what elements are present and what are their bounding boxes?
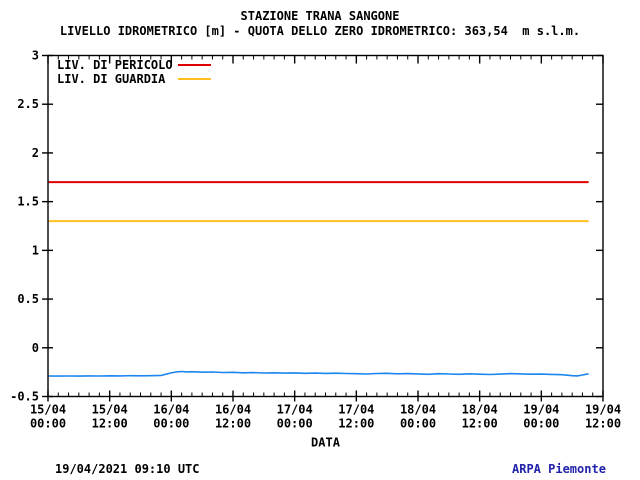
y-tick-label: 1.5 <box>17 195 39 209</box>
y-tick-label: 0 <box>32 341 39 355</box>
x-tick-time: 00:00 <box>30 417 66 431</box>
x-tick-date: 16/04 <box>215 403 251 417</box>
x-tick-time: 12:00 <box>462 417 498 431</box>
legend-label-warning: LIV. DI GUARDIA <box>57 72 166 86</box>
agency-credit: ARPA Piemonte <box>512 462 606 476</box>
chart-title: STAZIONE TRANA SANGONE <box>240 9 400 23</box>
x-tick-date: 19/04 <box>523 403 559 417</box>
x-tick-time: 12:00 <box>92 417 128 431</box>
y-tick-label: 2 <box>32 146 39 160</box>
y-tick-label: 0.5 <box>17 292 39 306</box>
x-tick-time: 12:00 <box>338 417 374 431</box>
legend-label-danger: LIV. DI PERICOLO <box>57 58 173 72</box>
y-tick-label: -0.5 <box>10 390 39 404</box>
legend-line-warning <box>178 78 211 80</box>
water-level-line <box>47 370 589 377</box>
y-tick-label: 1 <box>32 243 39 257</box>
x-tick-time: 12:00 <box>215 417 251 431</box>
x-tick-time: 00:00 <box>400 417 436 431</box>
legend-line-danger <box>178 64 211 66</box>
x-tick-date: 15/04 <box>92 403 128 417</box>
x-tick-date: 17/04 <box>338 403 374 417</box>
x-tick-date: 15/04 <box>30 403 66 417</box>
x-tick-date: 17/04 <box>277 403 313 417</box>
x-axis-label: DATA <box>311 436 341 450</box>
chart-subtitle: LIVELLO IDROMETRICO [m] - QUOTA DELLO ZE… <box>59 24 581 38</box>
plot-border <box>47 54 604 398</box>
x-tick-time: 00:00 <box>277 417 313 431</box>
x-tick-time: 00:00 <box>153 417 189 431</box>
x-tick-date: 18/04 <box>400 403 436 417</box>
x-tick-time: 00:00 <box>523 417 559 431</box>
generation-timestamp: 19/04/2021 09:10 UTC <box>55 462 200 476</box>
x-tick-time: 12:00 <box>585 417 621 431</box>
x-tick-date: 19/04 <box>585 403 621 417</box>
x-tick-date: 18/04 <box>462 403 498 417</box>
y-tick-label: 2.5 <box>17 97 39 111</box>
x-tick-date: 16/04 <box>153 403 189 417</box>
y-tick-label: 3 <box>32 49 39 63</box>
